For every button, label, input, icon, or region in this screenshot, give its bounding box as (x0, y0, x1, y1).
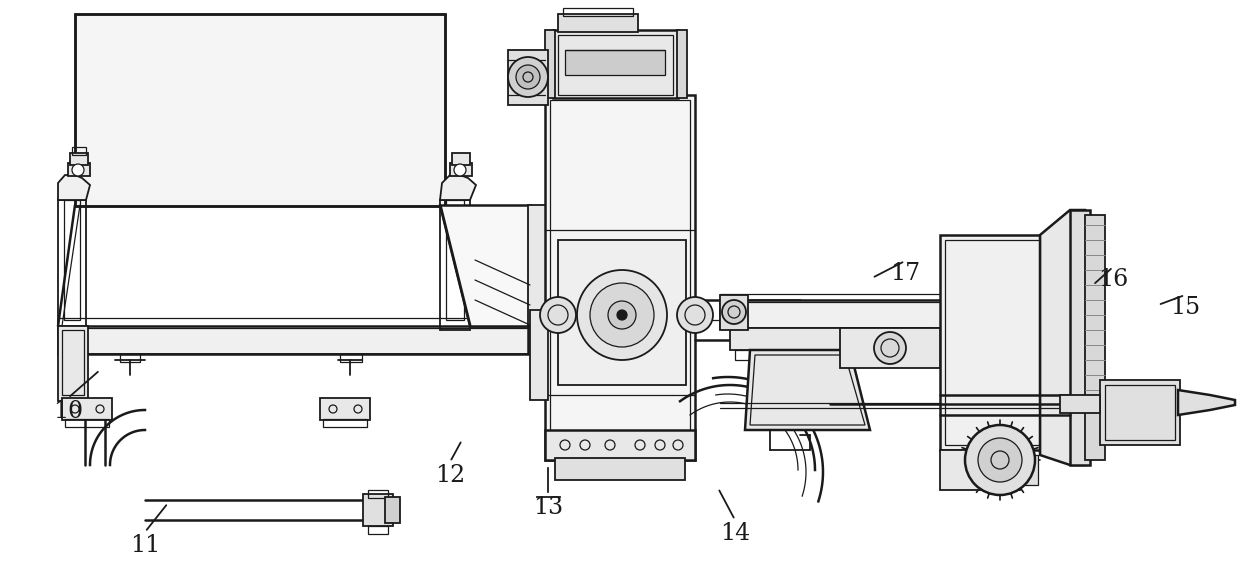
Bar (1070, 210, 1090, 465)
Bar (546, 30, 556, 98)
Circle shape (72, 164, 84, 176)
Text: 13: 13 (533, 496, 563, 520)
Circle shape (618, 310, 627, 320)
Bar (558, 240, 686, 385)
Circle shape (965, 425, 1035, 495)
Polygon shape (58, 175, 91, 200)
Bar (720, 295, 748, 330)
Bar (120, 354, 140, 362)
Bar (1105, 385, 1176, 440)
Bar (363, 494, 393, 526)
Circle shape (608, 301, 636, 329)
Bar (1085, 215, 1105, 460)
Bar (677, 30, 687, 98)
Polygon shape (1178, 390, 1235, 415)
Bar (940, 235, 1045, 450)
Bar (528, 205, 548, 326)
Text: 17: 17 (890, 262, 920, 286)
Bar (58, 200, 86, 330)
Bar (558, 35, 673, 95)
Circle shape (539, 297, 577, 333)
Bar (720, 300, 960, 328)
Circle shape (508, 57, 548, 97)
Polygon shape (440, 175, 476, 200)
Bar (64, 419, 109, 427)
Bar (556, 458, 684, 480)
Bar (368, 490, 388, 498)
Circle shape (722, 300, 746, 324)
Bar (58, 326, 88, 401)
Polygon shape (1040, 210, 1085, 465)
Bar (64, 200, 81, 320)
Text: 11: 11 (130, 534, 160, 557)
Bar (558, 14, 639, 32)
Circle shape (677, 297, 713, 333)
Bar (368, 526, 388, 534)
Bar (62, 330, 84, 395)
Circle shape (516, 65, 539, 89)
Bar (453, 153, 470, 165)
Bar (72, 147, 86, 155)
Bar (546, 430, 694, 460)
Bar (58, 326, 528, 354)
Text: 12: 12 (435, 464, 465, 486)
Polygon shape (440, 205, 529, 326)
Bar (839, 328, 940, 368)
Bar (553, 30, 678, 98)
Text: 15: 15 (1169, 297, 1200, 319)
Bar (1018, 455, 1038, 485)
Bar (940, 450, 1021, 490)
Bar (508, 50, 548, 105)
Bar (69, 153, 88, 165)
Bar (322, 419, 367, 427)
Circle shape (454, 164, 466, 176)
Bar (945, 240, 1040, 445)
Circle shape (978, 438, 1022, 482)
Bar (62, 398, 112, 420)
Text: 10: 10 (53, 399, 83, 422)
Circle shape (874, 332, 906, 364)
Bar (384, 497, 401, 523)
Bar (320, 398, 370, 420)
Bar (440, 200, 470, 330)
Bar (68, 163, 91, 176)
Bar (551, 100, 689, 455)
Text: 16: 16 (1097, 269, 1128, 291)
Bar (1100, 380, 1180, 445)
Bar (74, 14, 445, 206)
Bar (529, 310, 548, 400)
Bar (446, 200, 464, 320)
Bar (1060, 395, 1100, 413)
Bar (546, 95, 694, 460)
Polygon shape (745, 350, 870, 430)
Bar (58, 318, 528, 328)
Bar (74, 14, 445, 206)
Bar (730, 328, 930, 350)
Bar (720, 294, 960, 302)
Bar (563, 8, 632, 16)
Circle shape (590, 283, 653, 347)
Bar (735, 350, 835, 360)
Circle shape (577, 270, 667, 360)
Text: 14: 14 (720, 522, 750, 544)
Bar (565, 50, 665, 75)
Bar (340, 354, 362, 362)
Bar (450, 163, 472, 176)
